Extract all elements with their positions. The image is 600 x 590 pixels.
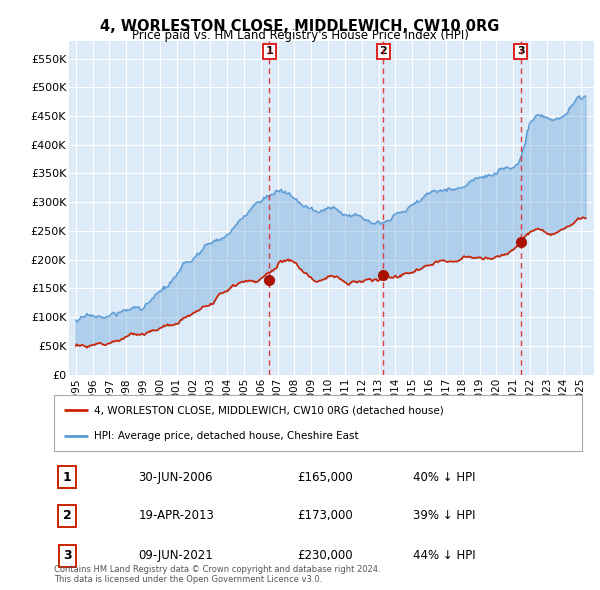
Text: 3: 3: [63, 549, 71, 562]
Text: 1: 1: [265, 46, 273, 56]
Text: 1: 1: [63, 471, 71, 484]
Text: £165,000: £165,000: [297, 471, 353, 484]
Text: 19-APR-2013: 19-APR-2013: [139, 509, 214, 522]
Text: 3: 3: [517, 46, 524, 56]
Text: 2: 2: [63, 509, 71, 522]
Text: £173,000: £173,000: [297, 509, 353, 522]
Text: 2: 2: [380, 46, 388, 56]
Text: 40% ↓ HPI: 40% ↓ HPI: [413, 471, 476, 484]
Text: 09-JUN-2021: 09-JUN-2021: [139, 549, 213, 562]
Text: Price paid vs. HM Land Registry's House Price Index (HPI): Price paid vs. HM Land Registry's House …: [131, 30, 469, 42]
Text: 4, WORLESTON CLOSE, MIDDLEWICH, CW10 0RG: 4, WORLESTON CLOSE, MIDDLEWICH, CW10 0RG: [100, 19, 500, 34]
Text: HPI: Average price, detached house, Cheshire East: HPI: Average price, detached house, Ches…: [94, 431, 358, 441]
Text: £230,000: £230,000: [297, 549, 353, 562]
Text: Contains HM Land Registry data © Crown copyright and database right 2024.
This d: Contains HM Land Registry data © Crown c…: [54, 565, 380, 584]
Text: 44% ↓ HPI: 44% ↓ HPI: [413, 549, 476, 562]
Text: 39% ↓ HPI: 39% ↓ HPI: [413, 509, 476, 522]
Text: 4, WORLESTON CLOSE, MIDDLEWICH, CW10 0RG (detached house): 4, WORLESTON CLOSE, MIDDLEWICH, CW10 0RG…: [94, 405, 443, 415]
Text: 30-JUN-2006: 30-JUN-2006: [139, 471, 213, 484]
